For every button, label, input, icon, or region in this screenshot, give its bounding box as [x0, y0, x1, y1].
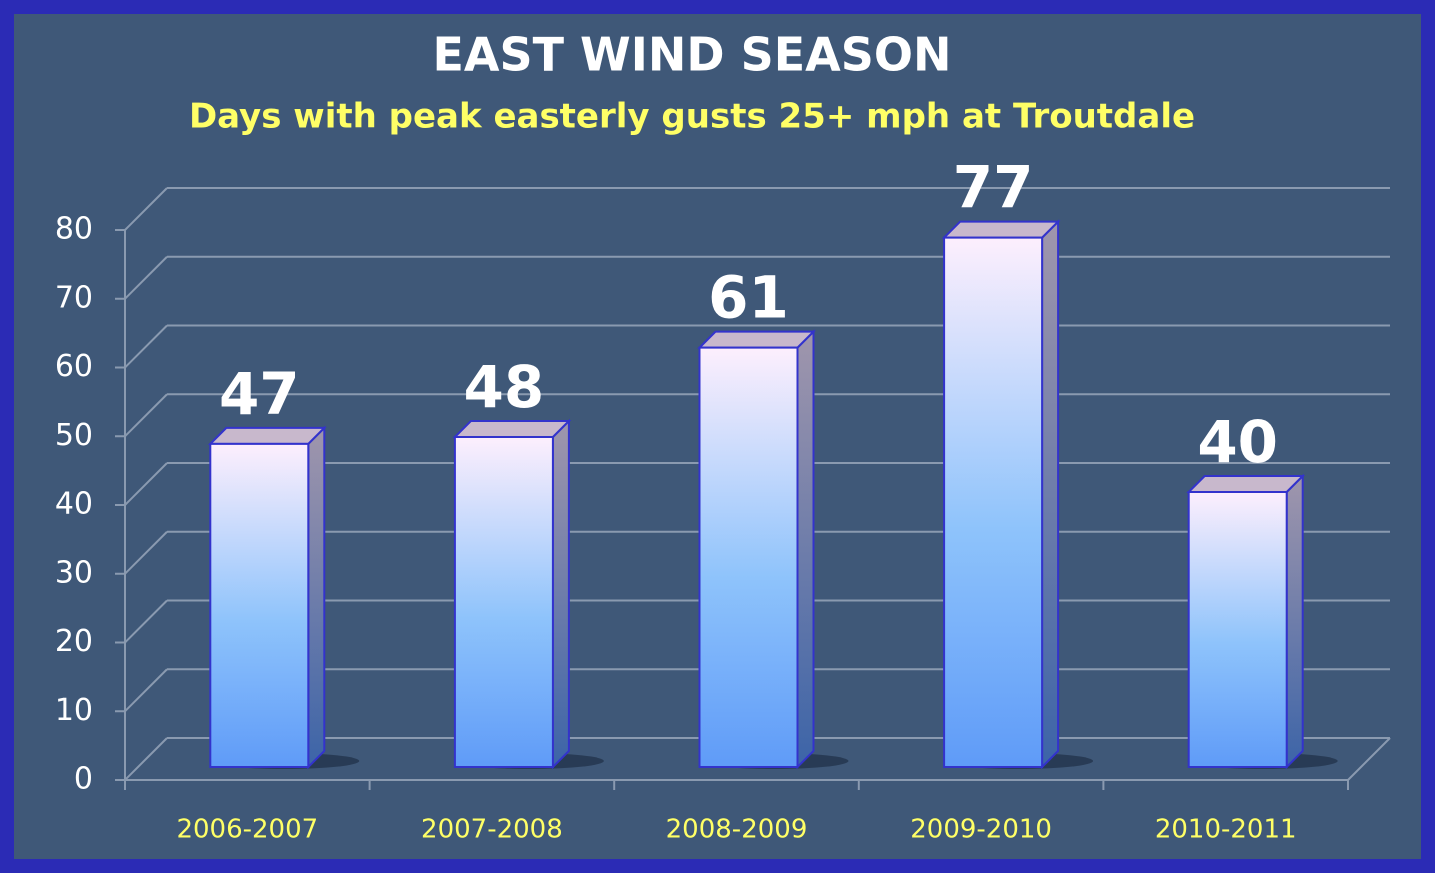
- y-tick-label: 40: [55, 487, 93, 522]
- y-tick-label: 80: [55, 212, 93, 247]
- bar-top: [1186, 475, 1306, 493]
- floor-edge: [1347, 737, 1391, 781]
- value-label: 48: [464, 353, 545, 421]
- bar: [209, 442, 310, 768]
- bar-side: [1041, 219, 1060, 770]
- grid-line: [124, 462, 168, 506]
- value-label: 61: [708, 264, 789, 332]
- bar: [698, 346, 799, 768]
- x-tick-label: 2008-2009: [666, 815, 808, 845]
- bar-top: [697, 330, 816, 349]
- y-tick-label: 50: [55, 418, 93, 453]
- y-tick-label: 0: [74, 762, 93, 797]
- bar-side: [307, 425, 326, 770]
- value-label: 77: [953, 154, 1034, 222]
- bar-top: [941, 220, 1061, 239]
- bar-side: [1285, 473, 1304, 770]
- value-label: 40: [1197, 408, 1278, 476]
- grid-line: [124, 599, 168, 644]
- y-tick-label: 70: [55, 280, 93, 315]
- y-tick-label: 30: [55, 555, 93, 590]
- x-tick-label: 2006-2007: [176, 815, 318, 845]
- grid-line: [124, 668, 168, 712]
- value-label: 47: [219, 360, 300, 428]
- bar-side: [796, 329, 815, 770]
- bar: [1187, 491, 1288, 768]
- plot-area: 0 10 20 30 40 50 60 70 80 2006-2007 47 2007-2008 48 2…: [55, 154, 1391, 845]
- y-tick-label: 60: [55, 349, 93, 384]
- x-tick-label: 2010-2011: [1155, 815, 1297, 845]
- grid-line: [124, 187, 168, 231]
- y-tick-label: 20: [55, 624, 93, 659]
- x-tick-label: 2009-2010: [910, 815, 1052, 845]
- bar: [453, 436, 554, 768]
- bar-top: [452, 420, 572, 438]
- grid-line: [124, 393, 168, 437]
- bar-side: [551, 418, 570, 770]
- bar: [943, 236, 1044, 768]
- chart-subtitle: Days with peak easterly gusts 25+ mph at…: [189, 97, 1195, 137]
- chart-title: EAST WIND SEASON: [433, 28, 952, 82]
- grid-line: [124, 324, 168, 369]
- grid-line: [124, 737, 168, 781]
- grid-line: [124, 256, 168, 300]
- grid-line: [124, 531, 168, 575]
- bar-top: [207, 426, 327, 445]
- y-tick-label: 10: [55, 693, 93, 728]
- x-tick-label: 2007-2008: [421, 815, 563, 845]
